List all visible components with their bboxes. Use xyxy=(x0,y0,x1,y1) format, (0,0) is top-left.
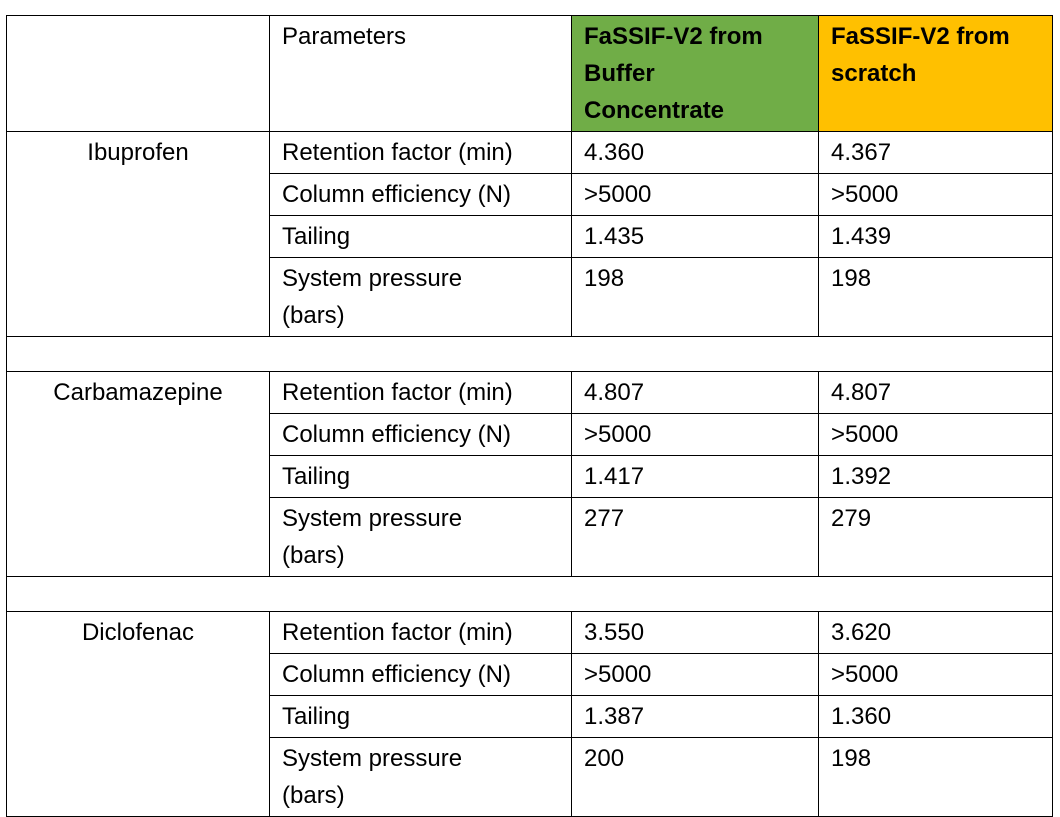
parameter-line: (bars) xyxy=(282,542,345,569)
drug-name-cell: Ibuprofen xyxy=(6,131,270,337)
parameter-cell: System pressure (bars) xyxy=(269,497,572,577)
table-row: System pressure (bars) 277 279 xyxy=(7,497,1053,577)
scratch-value-cell: >5000 xyxy=(818,653,1053,696)
parameter-line: System pressure xyxy=(282,745,463,772)
buffer-value-cell: 1.387 xyxy=(571,695,819,738)
scratch-value-cell: >5000 xyxy=(818,173,1053,216)
scratch-value-cell: 1.392 xyxy=(818,455,1053,498)
buffer-value-cell: 277 xyxy=(571,497,819,577)
group-spacer-row xyxy=(6,336,1053,372)
table-row: Diclofenac Retention factor (min) 3.550 3.6… xyxy=(6,611,1053,817)
scratch-value-cell: >5000 xyxy=(818,413,1053,456)
scratch-value-cell: 4.807 xyxy=(818,371,1053,414)
parameter-cell: System pressure (bars) xyxy=(269,257,572,337)
parameter-cell: Retention factor (min) xyxy=(269,371,572,414)
buffer-value-cell: 198 xyxy=(571,257,819,337)
scratch-value-cell: 4.367 xyxy=(818,131,1053,174)
header-scratch-line: FaSSIF-V2 from xyxy=(831,23,1010,50)
parameter-cell: Column efficiency (N) xyxy=(269,173,572,216)
header-buffer-line: FaSSIF-V2 from xyxy=(584,23,763,50)
header-buffer-concentrate: FaSSIF-V2 from Buffer Concentrate xyxy=(571,15,819,132)
buffer-value-cell: 1.417 xyxy=(571,455,819,498)
parameter-line: (bars) xyxy=(282,302,345,329)
header-scratch: FaSSIF-V2 from scratch xyxy=(818,15,1053,132)
table-row: Ibuprofen Retention factor (min) 4.360 4.36… xyxy=(6,131,1053,337)
parameter-line: System pressure xyxy=(282,505,463,532)
buffer-value-cell: 3.550 xyxy=(571,611,819,654)
table-row: Column efficiency (N) >5000 >5000 xyxy=(7,653,1053,696)
parameter-cell: Tailing xyxy=(269,215,572,258)
parameter-cell: Tailing xyxy=(269,695,572,738)
table-row: Tailing 1.417 1.392 xyxy=(7,455,1053,498)
table-row: Column efficiency (N) >5000 >5000 xyxy=(7,173,1053,216)
buffer-value-cell: >5000 xyxy=(571,413,819,456)
header-scratch-line: scratch xyxy=(831,60,917,87)
buffer-value-cell: 1.435 xyxy=(571,215,819,258)
buffer-value-cell: 4.360 xyxy=(571,131,819,174)
header-buffer-line: Buffer xyxy=(584,60,655,87)
scratch-value-cell: 1.439 xyxy=(818,215,1053,258)
parameter-cell: Tailing xyxy=(269,455,572,498)
spacer-cell xyxy=(6,336,1053,372)
buffer-value-cell: 200 xyxy=(571,737,819,817)
parameter-cell: Retention factor (min) xyxy=(269,131,572,174)
drug-name-cell: Diclofenac xyxy=(6,611,270,817)
header-buffer-line: Concentrate xyxy=(584,97,725,124)
buffer-value-cell: >5000 xyxy=(571,173,819,216)
buffer-value-cell: 4.807 xyxy=(571,371,819,414)
header-empty-cell xyxy=(6,15,270,132)
scratch-value-cell: 279 xyxy=(818,497,1053,577)
drug-name-cell: Carbamazepine xyxy=(6,371,270,577)
scratch-value-cell: 198 xyxy=(818,737,1053,817)
table-row: Carbamazepine Retention factor (min) 4.807… xyxy=(6,371,1053,577)
parameter-cell: System pressure (bars) xyxy=(269,737,572,817)
header-row: Parameters FaSSIF-V2 from Buffer Concent… xyxy=(6,15,1053,132)
spacer-cell xyxy=(6,576,1053,612)
table-row: System pressure (bars) 198 198 xyxy=(7,257,1053,337)
scratch-value-cell: 1.360 xyxy=(818,695,1053,738)
parameter-cell: Column efficiency (N) xyxy=(269,653,572,696)
table-row: Tailing 1.387 1.360 xyxy=(7,695,1053,738)
header-parameters: Parameters xyxy=(269,15,572,132)
scratch-value-cell: 198 xyxy=(818,257,1053,337)
table-row: Column efficiency (N) >5000 >5000 xyxy=(7,413,1053,456)
buffer-value-cell: >5000 xyxy=(571,653,819,696)
results-table: Parameters FaSSIF-V2 from Buffer Concent… xyxy=(6,15,1053,817)
parameter-cell: Retention factor (min) xyxy=(269,611,572,654)
scratch-value-cell: 3.620 xyxy=(818,611,1053,654)
parameter-line: System pressure xyxy=(282,265,463,292)
group-spacer-row xyxy=(6,576,1053,612)
parameter-cell: Column efficiency (N) xyxy=(269,413,572,456)
parameter-line: (bars) xyxy=(282,782,345,809)
